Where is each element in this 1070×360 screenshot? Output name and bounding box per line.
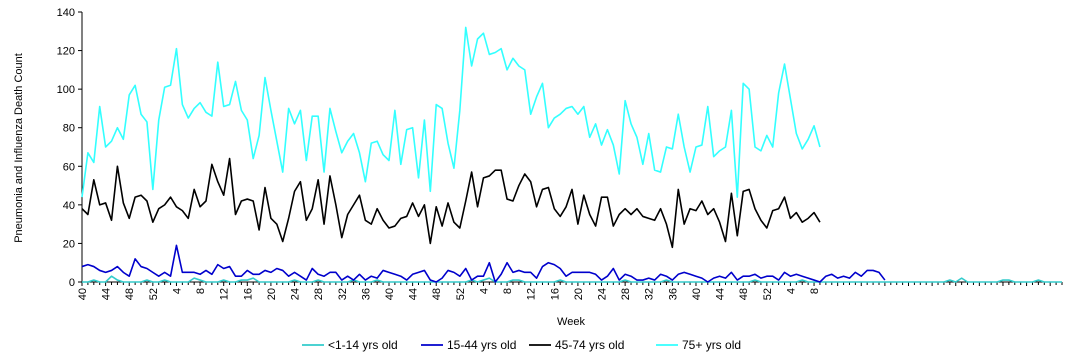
series-line-2	[81, 157, 821, 249]
legend-label: 75+ yrs old	[682, 338, 741, 352]
x-tick-label: 28	[620, 288, 632, 300]
series-line-3	[81, 26, 821, 198]
legend: <1-14 yrs old 15-44 yrs old 45-74 yrs old 7…	[302, 338, 741, 352]
y-tick-label: 20	[63, 238, 75, 250]
x-axis-title: Week	[557, 316, 585, 328]
legend-item-1: 15-44 yrs old	[421, 338, 516, 352]
x-tick-label: 48	[431, 288, 443, 300]
y-tick-label: 140	[57, 7, 75, 19]
legend-label: 15-44 yrs old	[447, 338, 516, 352]
x-tick-label: 12	[526, 288, 538, 300]
legend-item-3: 75+ yrs old	[656, 338, 741, 352]
series-line-0	[82, 275, 1062, 283]
x-tick-label: 4	[785, 288, 797, 294]
x-tick-label: 32	[644, 288, 656, 300]
y-tick-label: 120	[57, 46, 75, 58]
x-tick-label: 12	[219, 288, 231, 300]
y-tick-label: 0	[69, 277, 75, 289]
x-tick-label: 40	[77, 288, 89, 300]
y-tick-label: 40	[63, 200, 75, 212]
legend-label: <1-14 yrs old	[328, 338, 398, 352]
x-tick-label: 48	[738, 288, 750, 300]
x-tick-label: 16	[242, 288, 254, 300]
x-tick-label: 36	[667, 288, 679, 300]
x-tick-label: 8	[809, 288, 821, 294]
x-tick-label: 32	[337, 288, 349, 300]
x-tick-label: 48	[124, 288, 136, 300]
legend-label: 45-74 yrs old	[555, 338, 624, 352]
x-tick-label: 52	[148, 288, 160, 300]
x-tick-label: 20	[266, 288, 278, 300]
x-tick-label: 36	[360, 288, 372, 300]
x-tick-label: 4	[171, 288, 183, 294]
x-tick-label: 20	[573, 288, 585, 300]
series-line-1	[81, 244, 886, 283]
x-tick-label: 44	[715, 288, 727, 300]
x-tick-label: 8	[502, 288, 514, 294]
x-tick-label: 4	[478, 288, 490, 294]
legend-item-2: 45-74 yrs old	[529, 338, 624, 352]
y-axis-title: Pneumonia and Influenza Death Count	[13, 53, 25, 243]
x-tick-label: 52	[762, 288, 774, 300]
y-tick-label: 100	[57, 84, 75, 96]
legend-item-0: <1-14 yrs old	[302, 338, 398, 352]
x-tick-label: 8	[195, 288, 207, 294]
y-tick-label: 60	[63, 161, 75, 173]
x-tick-label: 40	[384, 288, 396, 300]
x-tick-label: 44	[408, 288, 420, 300]
series-lines	[81, 26, 1062, 283]
x-tick-label: 24	[597, 288, 609, 300]
x-tick-label: 28	[313, 288, 325, 300]
x-tick-label: 16	[549, 288, 561, 300]
x-tick-label: 24	[290, 288, 302, 300]
x-tick-label: 52	[455, 288, 467, 300]
x-tick-label: 44	[101, 288, 113, 300]
y-tick-label: 80	[63, 123, 75, 135]
x-tick-label: 40	[691, 288, 703, 300]
